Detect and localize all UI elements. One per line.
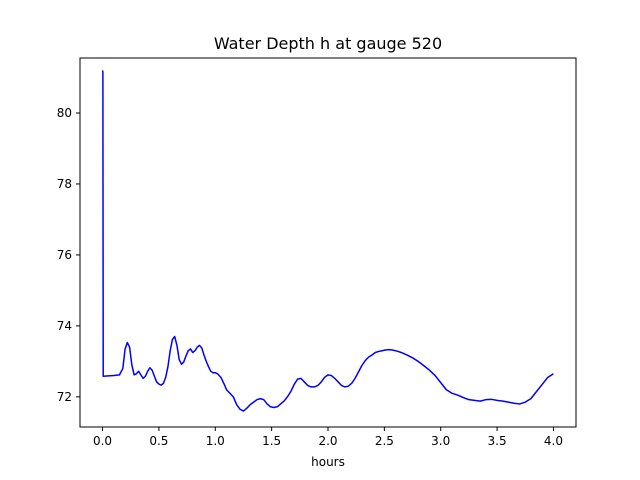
x-tick-label: 3.5 <box>488 434 507 448</box>
x-tick-label: 3.0 <box>431 434 450 448</box>
series-line <box>101 70 554 412</box>
plot-area <box>79 57 577 428</box>
y-axis: 72 74 76 78 80 <box>57 106 80 404</box>
x-axis-label: hours <box>311 455 345 469</box>
x-tick-label: 2.5 <box>375 434 394 448</box>
chart-title: Water Depth h at gauge 520 <box>214 34 442 53</box>
y-tick-label: 78 <box>57 177 72 191</box>
y-tick-label: 76 <box>57 248 72 262</box>
axes-frame <box>79 57 577 428</box>
y-tick-label: 72 <box>57 390 72 404</box>
x-tick-label: 0.0 <box>93 434 112 448</box>
x-axis: 0.0 0.5 1.0 1.5 2.0 2.5 3.0 3.5 4.0 <box>93 427 563 448</box>
x-tick-label: 1.0 <box>206 434 225 448</box>
x-tick-label: 0.5 <box>149 434 168 448</box>
y-tick-label: 74 <box>57 319 72 333</box>
x-tick-label: 4.0 <box>544 434 563 448</box>
y-tick-label: 80 <box>57 106 72 120</box>
x-tick-label: 2.0 <box>318 434 337 448</box>
x-tick-label: 1.5 <box>262 434 281 448</box>
